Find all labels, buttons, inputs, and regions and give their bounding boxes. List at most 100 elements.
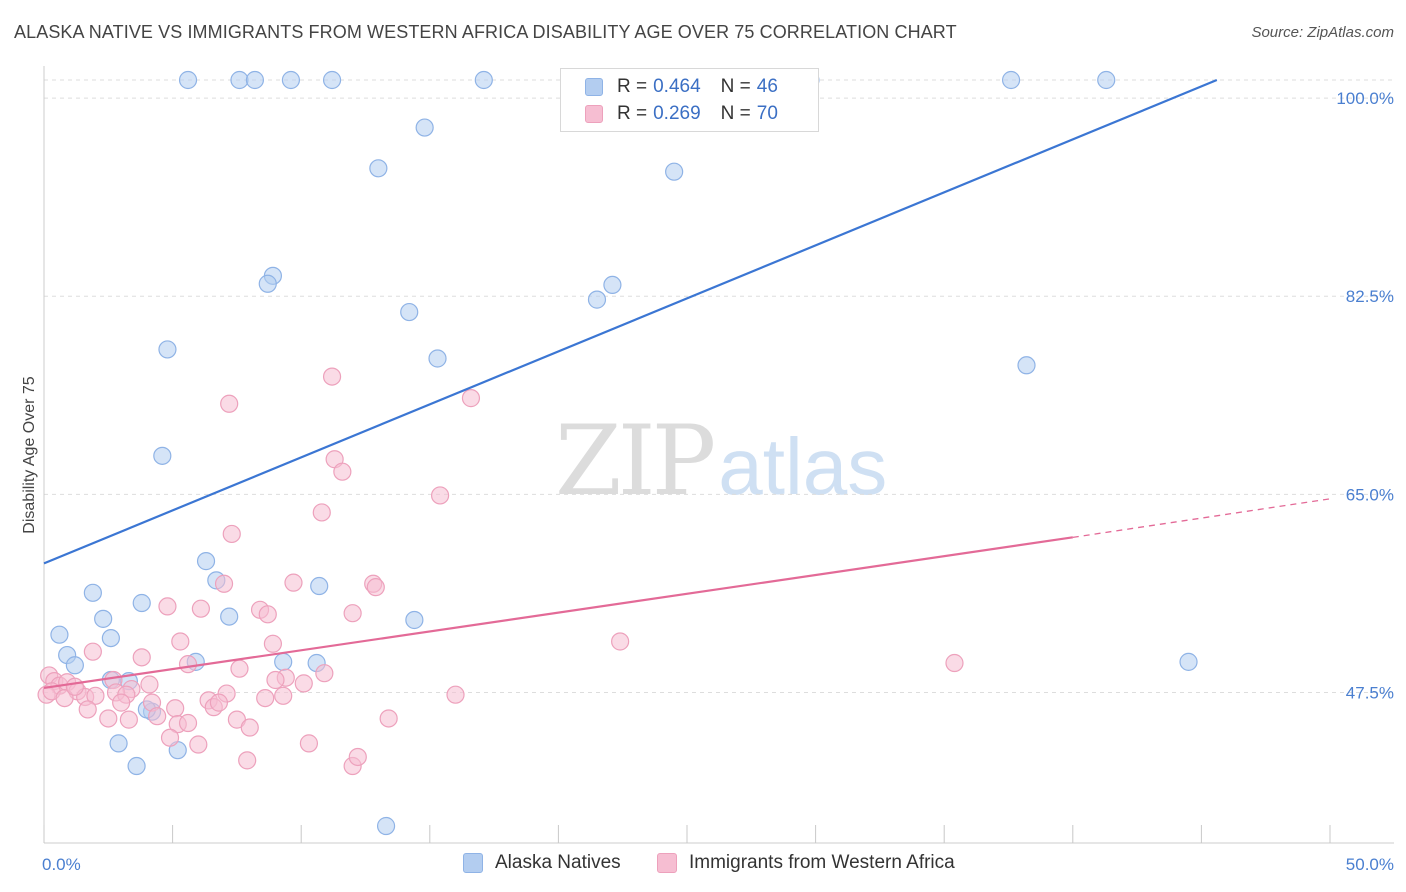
point-alaska-natives — [274, 652, 293, 671]
legend-r-label: R = — [617, 103, 648, 124]
point-western-africa — [312, 503, 331, 522]
point-alaska-natives — [127, 756, 146, 776]
point-western-africa — [214, 574, 234, 593]
chart-title: ALASKA NATIVE VS IMMIGRANTS FROM WESTERN… — [14, 22, 957, 42]
y-tick-label: 47.5% — [1346, 683, 1394, 702]
point-western-africa — [284, 573, 303, 592]
series-label-alaska-natives: Alaska Natives — [495, 852, 621, 873]
point-western-africa — [230, 659, 249, 678]
point-western-africa — [274, 686, 293, 705]
point-western-africa — [55, 688, 74, 708]
point-western-africa — [65, 677, 84, 696]
point-alaska-natives — [1097, 70, 1116, 90]
series-swatch-pink — [657, 853, 677, 873]
point-western-africa — [158, 597, 177, 616]
point-alaska-natives — [50, 625, 69, 644]
point-western-africa — [263, 634, 283, 653]
point-western-africa — [315, 664, 334, 683]
point-alaska-natives — [94, 609, 113, 628]
point-western-africa — [160, 728, 180, 747]
stats-legend: R = 0.464 N = 46 R = 0.269 N = 70 — [560, 68, 819, 132]
point-western-africa — [78, 700, 97, 719]
legend-n-label: N = — [720, 76, 751, 97]
point-western-africa — [379, 709, 398, 728]
y-tick-label: 65.0% — [1346, 485, 1394, 504]
point-western-africa — [294, 674, 313, 693]
legend-n-value: 46 — [756, 76, 778, 97]
point-alaska-natives — [109, 734, 128, 753]
series-legend-alaska-natives: Alaska Natives — [463, 852, 621, 874]
point-western-africa — [299, 734, 319, 753]
point-alaska-natives — [258, 274, 277, 293]
point-alaska-natives — [230, 70, 249, 90]
y-axis-title: Disability Age Over 75 — [21, 376, 38, 534]
point-western-africa — [189, 735, 208, 754]
point-alaska-natives — [83, 583, 102, 602]
point-alaska-natives — [178, 70, 198, 90]
point-western-africa — [171, 632, 190, 651]
point-alaska-natives — [665, 162, 684, 181]
point-western-africa — [140, 675, 159, 694]
point-western-africa — [166, 699, 185, 718]
point-western-africa — [348, 747, 367, 767]
legend-r-value: 0.269 — [653, 103, 701, 124]
point-western-africa — [611, 632, 630, 651]
legend-n-label: N = — [720, 103, 751, 124]
point-western-africa — [333, 462, 352, 481]
point-alaska-natives — [1001, 70, 1021, 90]
point-western-africa — [178, 655, 198, 674]
legend-r-label: R = — [617, 76, 648, 97]
point-alaska-natives — [281, 70, 301, 90]
y-tick-label: 100.0% — [1336, 89, 1394, 108]
point-western-africa — [222, 524, 241, 544]
point-alaska-natives — [153, 446, 172, 465]
series-label-western-africa: Immigrants from Western Africa — [689, 852, 955, 873]
point-western-africa — [322, 367, 342, 386]
point-alaska-natives — [415, 118, 434, 137]
legend-row-western-africa: R = 0.269 N = 70 — [585, 101, 778, 127]
point-alaska-natives — [376, 816, 396, 836]
point-alaska-natives — [245, 70, 265, 90]
point-western-africa — [238, 751, 257, 770]
point-western-africa — [446, 685, 465, 704]
x-tick-label: 50.0% — [1346, 855, 1394, 874]
point-western-africa — [220, 394, 239, 413]
point-western-africa — [343, 604, 362, 623]
point-alaska-natives — [158, 340, 177, 359]
point-western-africa — [945, 653, 964, 673]
series-legend-western-africa: Immigrants from Western Africa — [657, 852, 955, 874]
point-western-africa — [240, 718, 259, 737]
series-legend: Alaska Natives Immigrants from Western A… — [0, 852, 1406, 878]
x-tick-label: 0.0% — [42, 855, 81, 874]
point-alaska-natives — [220, 607, 239, 626]
point-western-africa — [112, 693, 131, 712]
point-western-africa — [461, 389, 481, 408]
watermark-zip: ZIP — [555, 405, 716, 517]
point-western-africa — [258, 605, 277, 624]
point-western-africa — [430, 486, 450, 505]
point-alaska-natives — [603, 275, 622, 295]
point-western-africa — [191, 599, 210, 618]
trendline-alaska-natives — [43, 78, 1218, 565]
point-alaska-natives — [587, 290, 607, 309]
legend-swatch-blue — [585, 78, 603, 96]
point-alaska-natives — [400, 302, 419, 322]
point-alaska-natives — [310, 576, 329, 596]
point-alaska-natives — [1179, 652, 1198, 671]
point-alaska-natives — [101, 628, 120, 648]
legend-swatch-pink — [585, 105, 603, 123]
point-western-africa — [83, 642, 102, 661]
trendline-western-africa-extension — [1072, 498, 1331, 538]
point-western-africa — [209, 693, 228, 712]
watermark: ZIPatlas — [555, 405, 887, 517]
point-western-africa — [148, 707, 167, 726]
point-western-africa — [86, 686, 105, 705]
point-western-africa — [119, 710, 138, 729]
legend-r-value: 0.464 — [653, 76, 701, 97]
point-alaska-natives — [1017, 356, 1036, 375]
point-alaska-natives — [65, 656, 84, 675]
point-western-africa — [132, 648, 151, 667]
watermark-atlas: atlas — [718, 422, 888, 511]
source-credit: Source: ZipAtlas.com — [1251, 24, 1394, 41]
